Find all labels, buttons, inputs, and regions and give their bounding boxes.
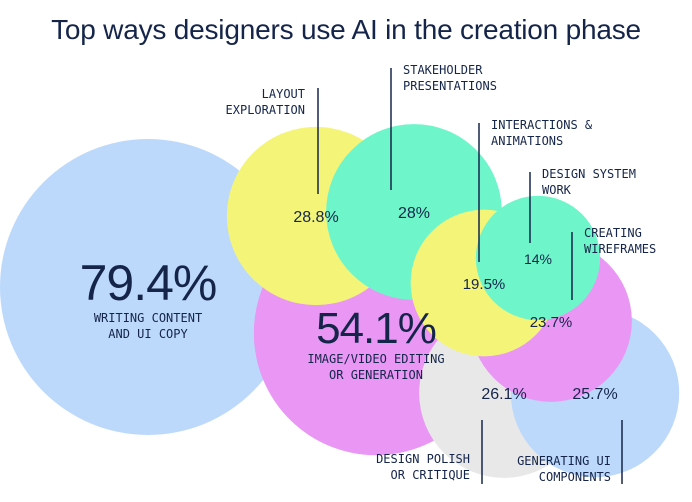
- bubble-labels: 79.4%WRITING CONTENT AND UI COPY 54.1%IMAG…: [80, 63, 657, 484]
- bubble-category-line: AND UI COPY: [108, 327, 188, 341]
- bubble-value-2: 28.8%: [293, 209, 338, 226]
- bubble-8: [475, 195, 601, 321]
- bubble-category-5: GENERATING UI COMPONENTS: [517, 454, 611, 484]
- bubble-category-line: COMPONENTS: [539, 470, 611, 484]
- bubble-category-line: OR GENERATION: [329, 368, 423, 382]
- bubble-category-line: IMAGE/VIDEO EDITING: [307, 352, 444, 366]
- bubble-category-line: WORK: [542, 183, 572, 197]
- bubble-category-line: WIREFRAMES: [584, 242, 656, 256]
- bubble-value-1: 54.1%: [316, 304, 436, 353]
- bubble-category-7: INTERACTIONS & ANIMATIONS: [491, 118, 593, 148]
- bubble-value-3: 28%: [398, 205, 430, 222]
- bubble-category-line: DESIGN POLISH: [376, 452, 470, 466]
- bubble-category-line: INTERACTIONS &: [491, 118, 593, 132]
- bubble-category-3: STAKEHOLDER PRESENTATIONS: [403, 63, 497, 93]
- bubble-category-0: WRITING CONTENT AND UI COPY: [94, 311, 202, 341]
- bubble-category-line: CREATING: [584, 226, 642, 240]
- bubble-value-6: 23.7%: [530, 314, 573, 331]
- bubble-category-line: ANIMATIONS: [491, 134, 563, 148]
- bubbles: [0, 124, 680, 478]
- bubble-value-0: 79.4%: [80, 255, 217, 311]
- chart-title: Top ways designers use AI in the creatio…: [51, 14, 641, 45]
- bubble-category-1: IMAGE/VIDEO EDITING OR GENERATION: [307, 352, 444, 382]
- bubble-value-7: 19.5%: [463, 276, 506, 293]
- bubble-category-line: EXPLORATION: [226, 103, 305, 117]
- bubble-category-8: DESIGN SYSTEM WORK: [542, 167, 636, 197]
- bubble-category-line: GENERATING UI: [517, 454, 611, 468]
- bubble-category-line: LAYOUT: [262, 87, 305, 101]
- bubble-category-line: DESIGN SYSTEM: [542, 167, 636, 181]
- bubble-value-4: 26.1%: [481, 386, 526, 403]
- bubble-category-line: WRITING CONTENT: [94, 311, 202, 325]
- bubble-category-line: PRESENTATIONS: [403, 79, 497, 93]
- bubble-value-8: 14%: [524, 251, 552, 267]
- bubble-category-line: OR CRITIQUE: [391, 468, 470, 482]
- bubble-category-6: CREATING WIREFRAMES: [584, 226, 656, 256]
- bubble-category-2: LAYOUT EXPLORATION: [226, 87, 305, 117]
- bubble-category-line: STAKEHOLDER: [403, 63, 483, 77]
- bubble-0: [0, 139, 296, 435]
- leader-lines: [317, 68, 623, 484]
- bubble-category-4: DESIGN POLISH OR CRITIQUE: [376, 452, 470, 482]
- bubble-value-5: 25.7%: [572, 386, 617, 403]
